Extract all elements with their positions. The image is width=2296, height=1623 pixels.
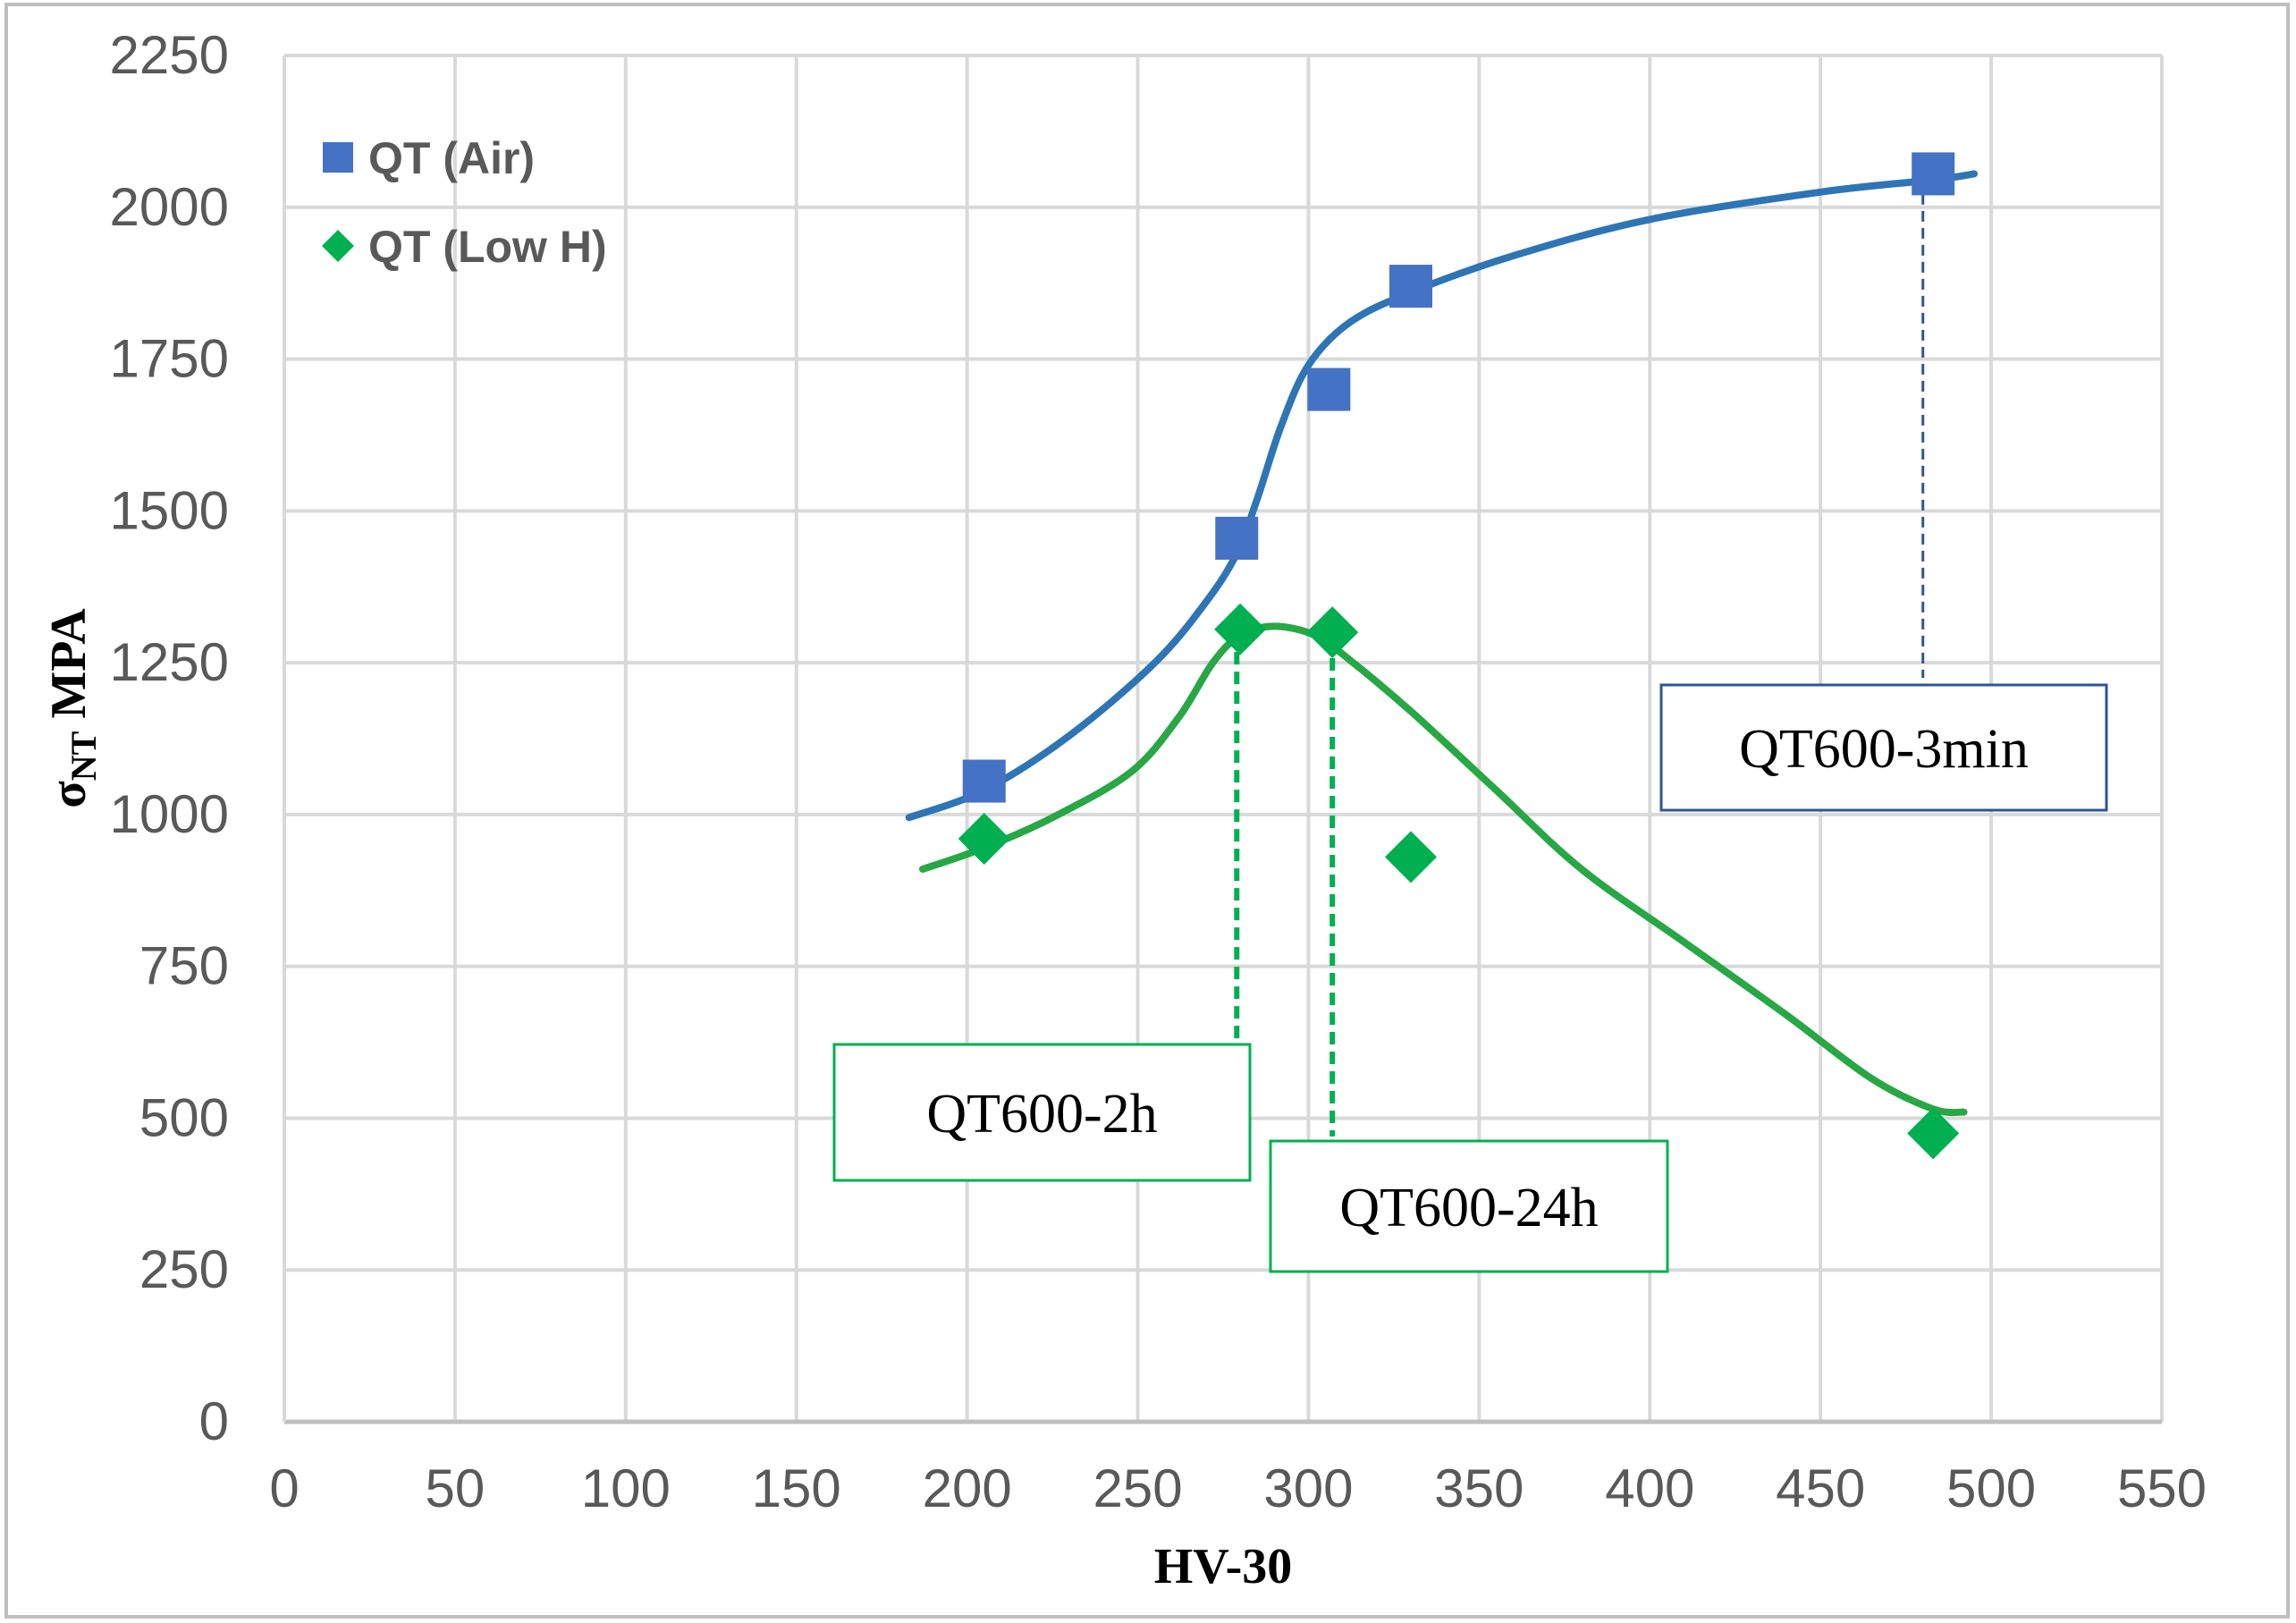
x-tick-label: 50 — [426, 1458, 485, 1518]
data-point-qt-low-h — [1214, 603, 1267, 655]
y-tick-label: 750 — [139, 936, 229, 996]
x-tick-label: 0 — [269, 1458, 299, 1518]
data-point-qt-low-h — [1385, 831, 1437, 883]
annotation-box — [832, 1043, 1252, 1182]
tick-labels: 0 50 100 150 200 250 300 350 400 450 500 550 0 250 500… — [110, 25, 2207, 1518]
data-point-qt-low-h — [1306, 606, 1359, 659]
y-tick-label: 1500 — [110, 480, 229, 540]
trendline-qt-low-h — [919, 622, 1968, 1117]
annotation-box — [1659, 683, 2108, 812]
trendlines — [905, 170, 1978, 1117]
annotation-label: QT600-2h — [926, 1084, 1157, 1145]
legend: QT (Air) QT (Low H) — [322, 133, 607, 272]
y-axis-title: σNT MPA — [41, 608, 104, 808]
legend-label: QT (Air) — [368, 133, 535, 183]
annotation-label: QT600-24h — [1339, 1178, 1598, 1238]
legend-marker-qt-low-h — [322, 230, 354, 262]
annotation-label: QT600-3min — [1739, 719, 2029, 780]
y-tick-label: 2000 — [110, 177, 229, 237]
markers — [958, 152, 1960, 1160]
x-tick-label: 150 — [752, 1458, 841, 1518]
data-point-qt-low-h — [1907, 1107, 1960, 1160]
legend-label: QT (Low H) — [368, 222, 607, 272]
y-tick-label: 2250 — [110, 25, 229, 85]
x-tick-label: 550 — [2117, 1458, 2207, 1518]
data-point-qt-air — [1389, 265, 1432, 309]
y-axis-title-unit: MPA — [41, 608, 97, 731]
y-tick-label: 0 — [199, 1391, 229, 1451]
annotations: QT600-3min QT600-2h QT600-24h — [832, 176, 2108, 1273]
data-point-qt-air — [1912, 152, 1955, 196]
y-tick-label: 500 — [139, 1087, 229, 1147]
data-point-qt-air — [962, 759, 1006, 803]
x-tick-label: 450 — [1776, 1458, 1865, 1518]
axes — [283, 55, 2162, 1424]
legend-marker-qt-air — [323, 142, 353, 173]
annotation-box — [1269, 1139, 1669, 1273]
x-axis-title: HV-30 — [1154, 1539, 1293, 1594]
y-tick-label: 250 — [139, 1239, 229, 1299]
x-tick-label: 200 — [923, 1458, 1012, 1518]
x-tick-label: 300 — [1263, 1458, 1353, 1518]
data-point-qt-low-h — [958, 813, 1010, 866]
trendline-qt-air — [905, 170, 1978, 822]
y-tick-label: 1250 — [110, 632, 229, 692]
x-tick-label: 100 — [581, 1458, 671, 1518]
data-point-qt-air — [1215, 516, 1259, 560]
x-tick-label: 400 — [1605, 1458, 1694, 1518]
y-axis-title-subscript: NT — [63, 731, 104, 781]
x-tick-label: 250 — [1093, 1458, 1182, 1518]
x-tick-label: 500 — [1946, 1458, 2036, 1518]
y-tick-label: 1000 — [110, 784, 229, 844]
y-tick-label: 1750 — [110, 329, 229, 389]
y-axis-title-symbol: σ — [41, 781, 97, 808]
data-point-qt-air — [1307, 368, 1351, 411]
x-tick-label: 350 — [1434, 1458, 1524, 1518]
